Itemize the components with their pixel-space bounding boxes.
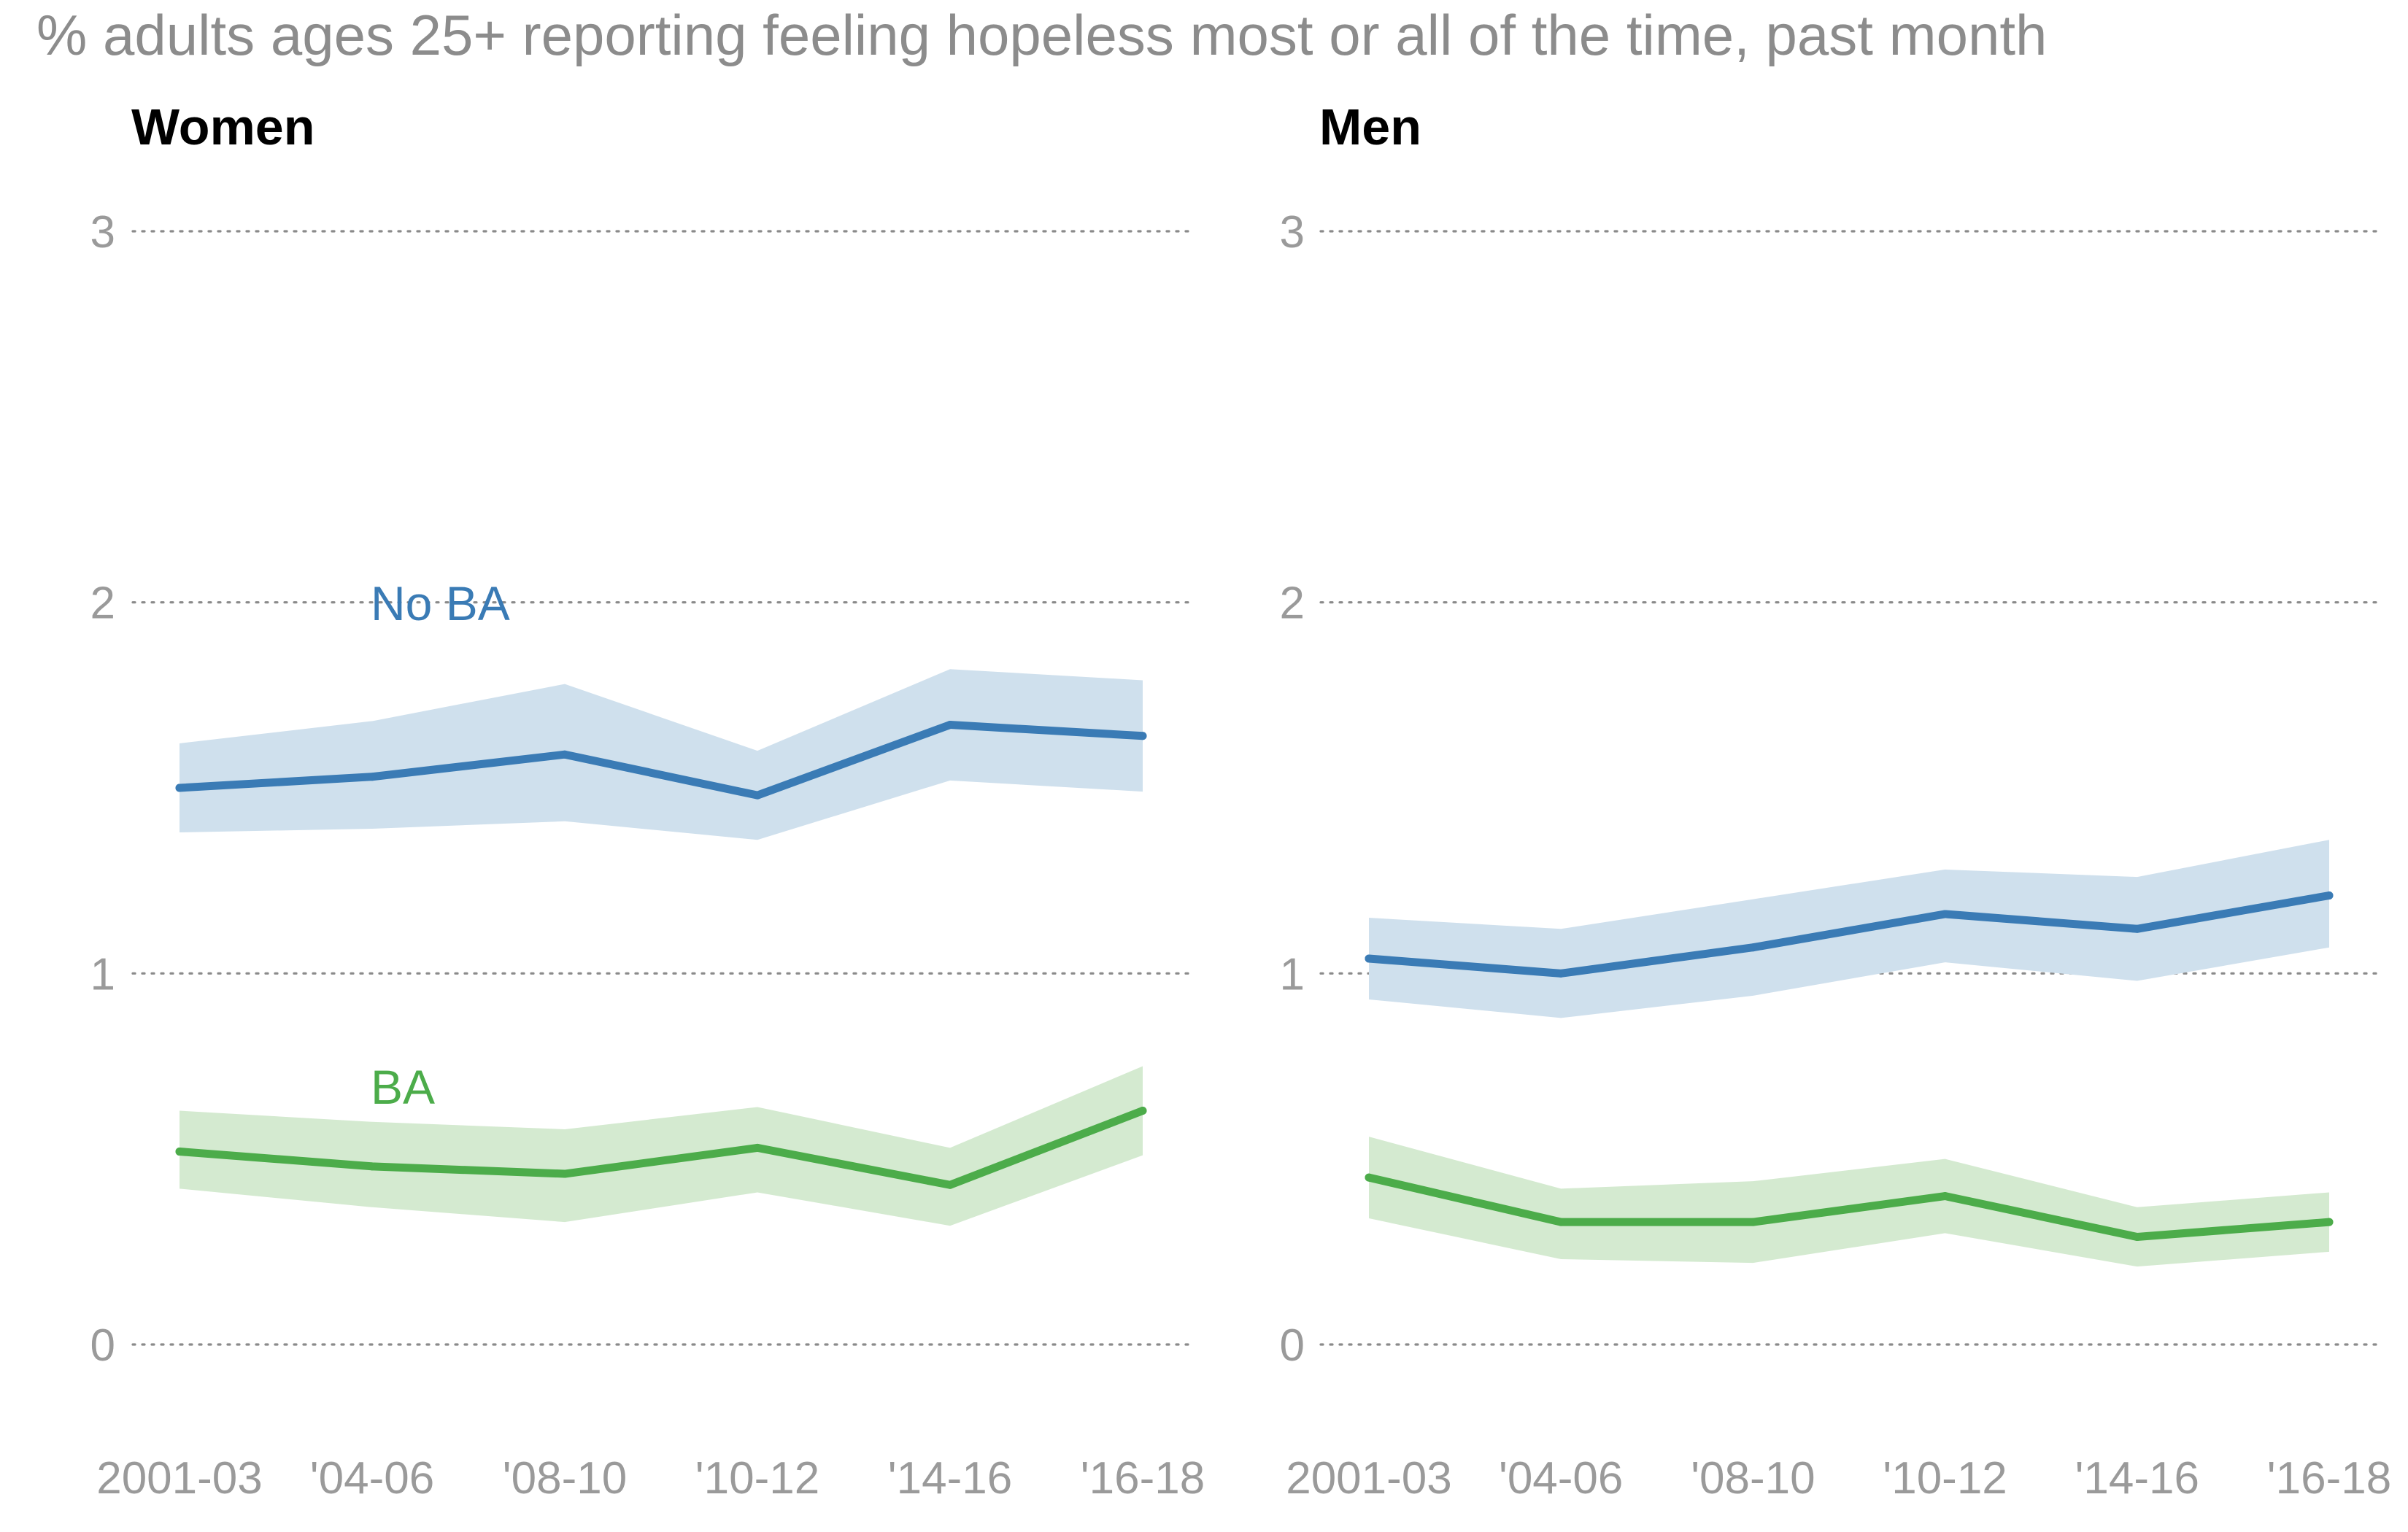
men-no-ba-point <box>1748 943 1757 952</box>
men-y-tick-label: 0 <box>1280 1320 1305 1371</box>
women-ba-point <box>368 1162 377 1171</box>
women-ba-confidence-band <box>180 1066 1143 1226</box>
men-x-tick-label: '10-12 <box>1883 1453 2007 1504</box>
women-ba-point <box>175 1147 184 1156</box>
women-panel-title: Women <box>131 98 315 155</box>
men-y-tick-label: 3 <box>1280 207 1305 258</box>
men-x-tick-label: '08-10 <box>1691 1453 1815 1504</box>
women-x-tick-label: '04-06 <box>310 1453 434 1504</box>
women-no-ba-point <box>175 784 184 792</box>
men-ba-point <box>1941 1192 1950 1201</box>
women-y-tick-label: 3 <box>90 207 115 258</box>
men-x-tick-label: '04-06 <box>1499 1453 1623 1504</box>
men-y-tick-label: 1 <box>1280 949 1305 999</box>
women-x-tick-label: '08-10 <box>503 1453 627 1504</box>
women-no-ba-line <box>175 721 1147 800</box>
women-x-tick-label: '14-16 <box>888 1453 1012 1504</box>
women-no-ba-point <box>753 791 762 800</box>
women-x-tick-label: 2001-03 <box>96 1453 263 1504</box>
women-ba-line <box>175 1107 1147 1189</box>
no-ba-series-label: No BA <box>371 576 510 630</box>
men-ba-point <box>2325 1218 2334 1226</box>
women-no-ba-point <box>946 721 954 730</box>
men-panel-title: Men <box>1319 98 1421 155</box>
men-ba-point <box>1748 1218 1757 1226</box>
women-y-tick-label: 1 <box>90 949 115 999</box>
women-panel: Women 0 1 2 3 2001-03 '04-06 '08-10 '10-12 '14-16… <box>90 98 1205 1504</box>
women-ba-point <box>560 1169 569 1178</box>
ba-series-label: BA <box>371 1060 435 1114</box>
men-ba-point <box>1365 1173 1373 1182</box>
men-no-ba-point <box>2325 891 2334 900</box>
women-no-ba-confidence-band <box>180 669 1143 840</box>
men-no-ba-point <box>2133 924 2142 933</box>
women-no-ba-point <box>1138 732 1147 740</box>
men-ba-confidence-band <box>1369 1137 2329 1267</box>
men-x-tick-label: '14-16 <box>2075 1453 2199 1504</box>
women-ba-point <box>946 1180 954 1189</box>
men-x-tick-label: 2001-03 <box>1286 1453 1452 1504</box>
men-panel: Men 0 1 2 3 2001-03 '04-06 '08-10 '10-12 '14-16 '1… <box>1280 98 2392 1504</box>
men-no-ba-line <box>1365 891 2334 978</box>
men-ba-point <box>1556 1218 1565 1226</box>
women-x-tick-label: '10-12 <box>695 1453 819 1504</box>
chart-title: % adults ages 25+ reporting feeling hope… <box>36 3 2047 67</box>
women-ba-point <box>753 1143 762 1152</box>
women-ba-point <box>1138 1107 1147 1115</box>
women-y-tick-label: 0 <box>90 1320 115 1371</box>
women-no-ba-point <box>560 750 569 759</box>
women-y-tick-label: 2 <box>90 579 115 629</box>
chart-panels: Women 0 1 2 3 2001-03 '04-06 '08-10 '10-12 '14-16… <box>90 98 2392 1504</box>
men-ba-line <box>1365 1173 2334 1241</box>
men-no-ba-point <box>1941 910 1950 918</box>
men-ba-point <box>2133 1232 2142 1241</box>
men-no-ba-point <box>1556 969 1565 978</box>
men-y-tick-label: 2 <box>1280 579 1305 629</box>
women-x-tick-label: '16-18 <box>1081 1453 1205 1504</box>
men-no-ba-point <box>1365 954 1373 963</box>
women-no-ba-point <box>368 773 377 781</box>
men-x-tick-label: '16-18 <box>2267 1453 2391 1504</box>
